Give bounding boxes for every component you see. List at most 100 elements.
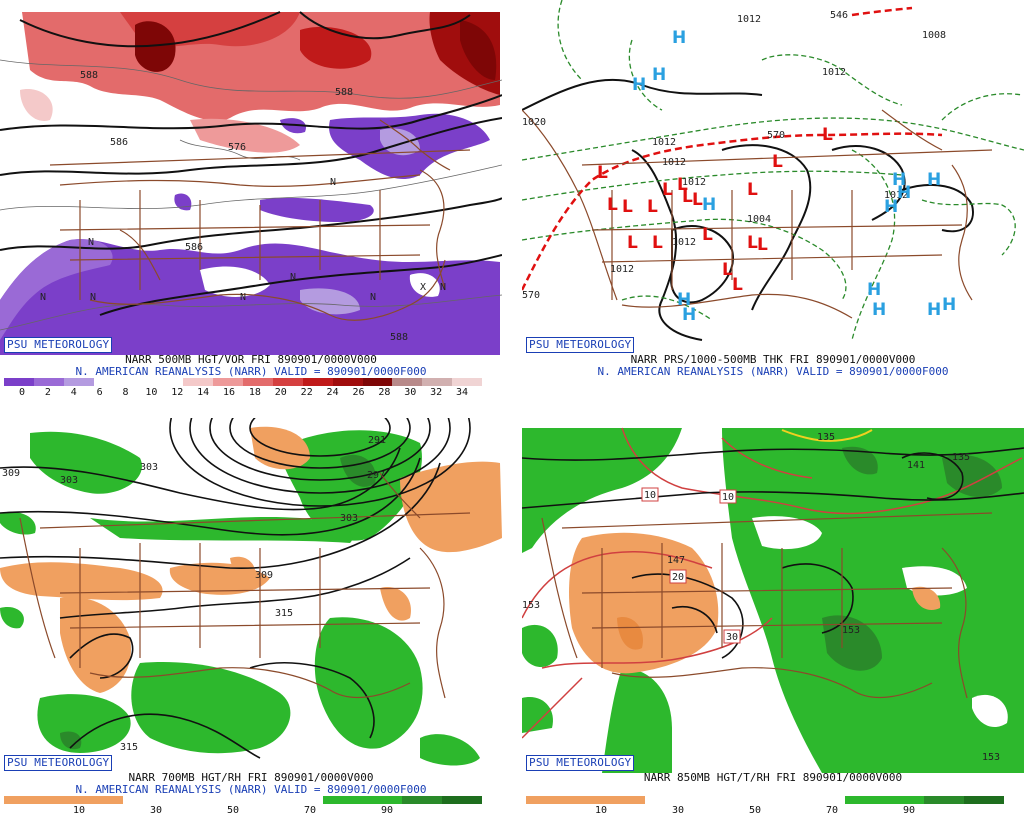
colorbar-swatch [764,796,805,804]
pressure-label: 1012 [884,190,908,201]
high-pressure-marker: H [867,280,881,300]
colorbar-swatch [605,796,646,804]
colorbar-swatch [565,796,606,804]
colorbar [4,378,482,386]
low-pressure-marker: L [692,190,703,210]
height-label: 291 [368,435,386,446]
map-label: N [370,292,376,303]
map-label: 586 [185,242,203,253]
height-label: 315 [275,608,293,619]
colorbar-tick-label: 50 [226,805,240,816]
high-pressure-marker: H [942,295,956,315]
colorbar-swatch [123,796,164,804]
height-label: 153 [522,600,540,611]
low-pressure-marker: L [702,225,713,245]
colorbar-ticks: 0 2 4 6 8 10 12 14 16 18 20 22 24 26 28 30 32 34 [4,387,482,398]
colorbar-tick-label: 50 [748,805,762,816]
pressure-label: 1012 [682,177,706,188]
high-pressure-marker: H [672,28,686,48]
high-pressure-marker: H [927,300,941,320]
pressure-label: 1012 [822,67,846,78]
colorbar-tick-label: 90 [902,805,916,816]
low-pressure-marker: L [677,175,688,195]
colorbar-swatch [804,796,845,804]
colorbar-swatch [332,378,363,386]
high-pressure-marker: H [682,305,696,325]
map-label: N [40,292,46,303]
pressure-label: 1020 [522,117,546,128]
map-label: N [88,237,94,248]
caption-line2: N. AMERICAN REANALYSIS (NARR) VALID = 89… [597,365,949,378]
colorbar-swatch [213,378,243,386]
colorbar-tick-label: 2 [44,387,51,398]
colorbar-swatch [402,796,443,804]
temperature-label: 10 [644,490,656,501]
high-pressure-marker: H [872,300,886,320]
colorbar-swatch [725,796,765,804]
height-label: 135 [817,432,835,443]
low-pressure-marker: L [647,197,658,217]
colorbar-tick-label: 30 [149,805,163,816]
colorbar-swatch [63,378,94,386]
colorbar-swatch [645,796,686,804]
caption-line2: N. AMERICAN REANALYSIS (NARR) VALID = 89… [75,783,427,796]
low-pressure-marker: L [622,197,633,217]
height-label: 309 [255,570,273,581]
low-pressure-marker: L [597,163,608,183]
colorbar-swatch [83,796,124,804]
temp-label-box [723,629,741,644]
high-pressure-marker: H [927,170,941,190]
low-pressure-marker: L [757,235,768,255]
colorbar-tick-label: 24 [326,387,339,398]
map-label: N [290,272,296,283]
colorbar-swatch [282,796,323,804]
temperature-label: 30 [726,632,738,643]
low-pressure-marker: L [627,233,638,253]
temp-label-box [719,489,737,504]
caption-line1: NARR PRS/1000-500MB THK FRI 890901/0000V… [630,353,916,366]
height-label: 135 [952,452,970,463]
colorbar-tick-label: 0 [18,387,26,398]
colorbar [526,796,1004,804]
map-label: X [420,282,426,293]
high-pressure-marker: H [897,183,911,203]
temp-label-box [669,569,687,584]
colorbar-tick-label: 30 [671,805,685,816]
low-pressure-marker: L [722,260,733,280]
high-pressure-marker: H [702,195,716,215]
pressure-label: 1012 [610,264,634,275]
colorbar-swatch [93,378,124,386]
height-label: 153 [982,752,1000,763]
colorbar-tick-label: 10 [594,805,608,816]
colorbar-tick-label: 10 [145,387,158,398]
high-pressure-marker: H [632,75,646,95]
low-pressure-marker: L [732,275,743,295]
colorbar-tick-label: 18 [248,387,261,398]
colorbar-swatch [4,796,44,804]
colorbar-tick-label: 26 [352,387,365,398]
pressure-label: 1008 [922,30,946,41]
low-pressure-marker: L [747,233,758,253]
colorbar-tick-label: 28 [378,387,391,398]
rh850-map: 135 141 135 147 153 153 153 10 10 20 30 [522,418,1024,773]
colorbar-swatch [322,796,363,804]
map-label: 588 [390,332,408,343]
pressure-label: 1012 [737,14,761,25]
caption-line2: N. AMERICAN REANALYSIS (NARR) VALID = 89… [75,365,427,378]
low-pressure-marker: L [662,180,673,200]
colorbar-swatch [33,378,64,386]
low-pressure-marker: L [682,187,693,207]
colorbar-swatch [242,796,283,804]
caption-line1: NARR 850MB HGT/T/RH FRI 890901/0000V000 [643,771,903,784]
height-label: 297 [367,470,385,481]
height-label: 315 [120,742,138,753]
height-label: 153 [842,625,860,636]
pressure-label: 570 [767,130,785,141]
pressure-map: 1012 1012 1008 1020 1012 1012 1012 1004 1012 1012… [522,0,1024,355]
colorbar-swatch [685,796,726,804]
height-label: 147 [667,555,685,566]
colorbar-swatch [4,378,34,386]
map-label: 576 [228,142,246,153]
panel-850mb-rh: 135 141 135 147 153 153 153 10 10 20 30 PSU METEO… [522,418,1024,816]
pressure-label: 1012 [672,237,696,248]
